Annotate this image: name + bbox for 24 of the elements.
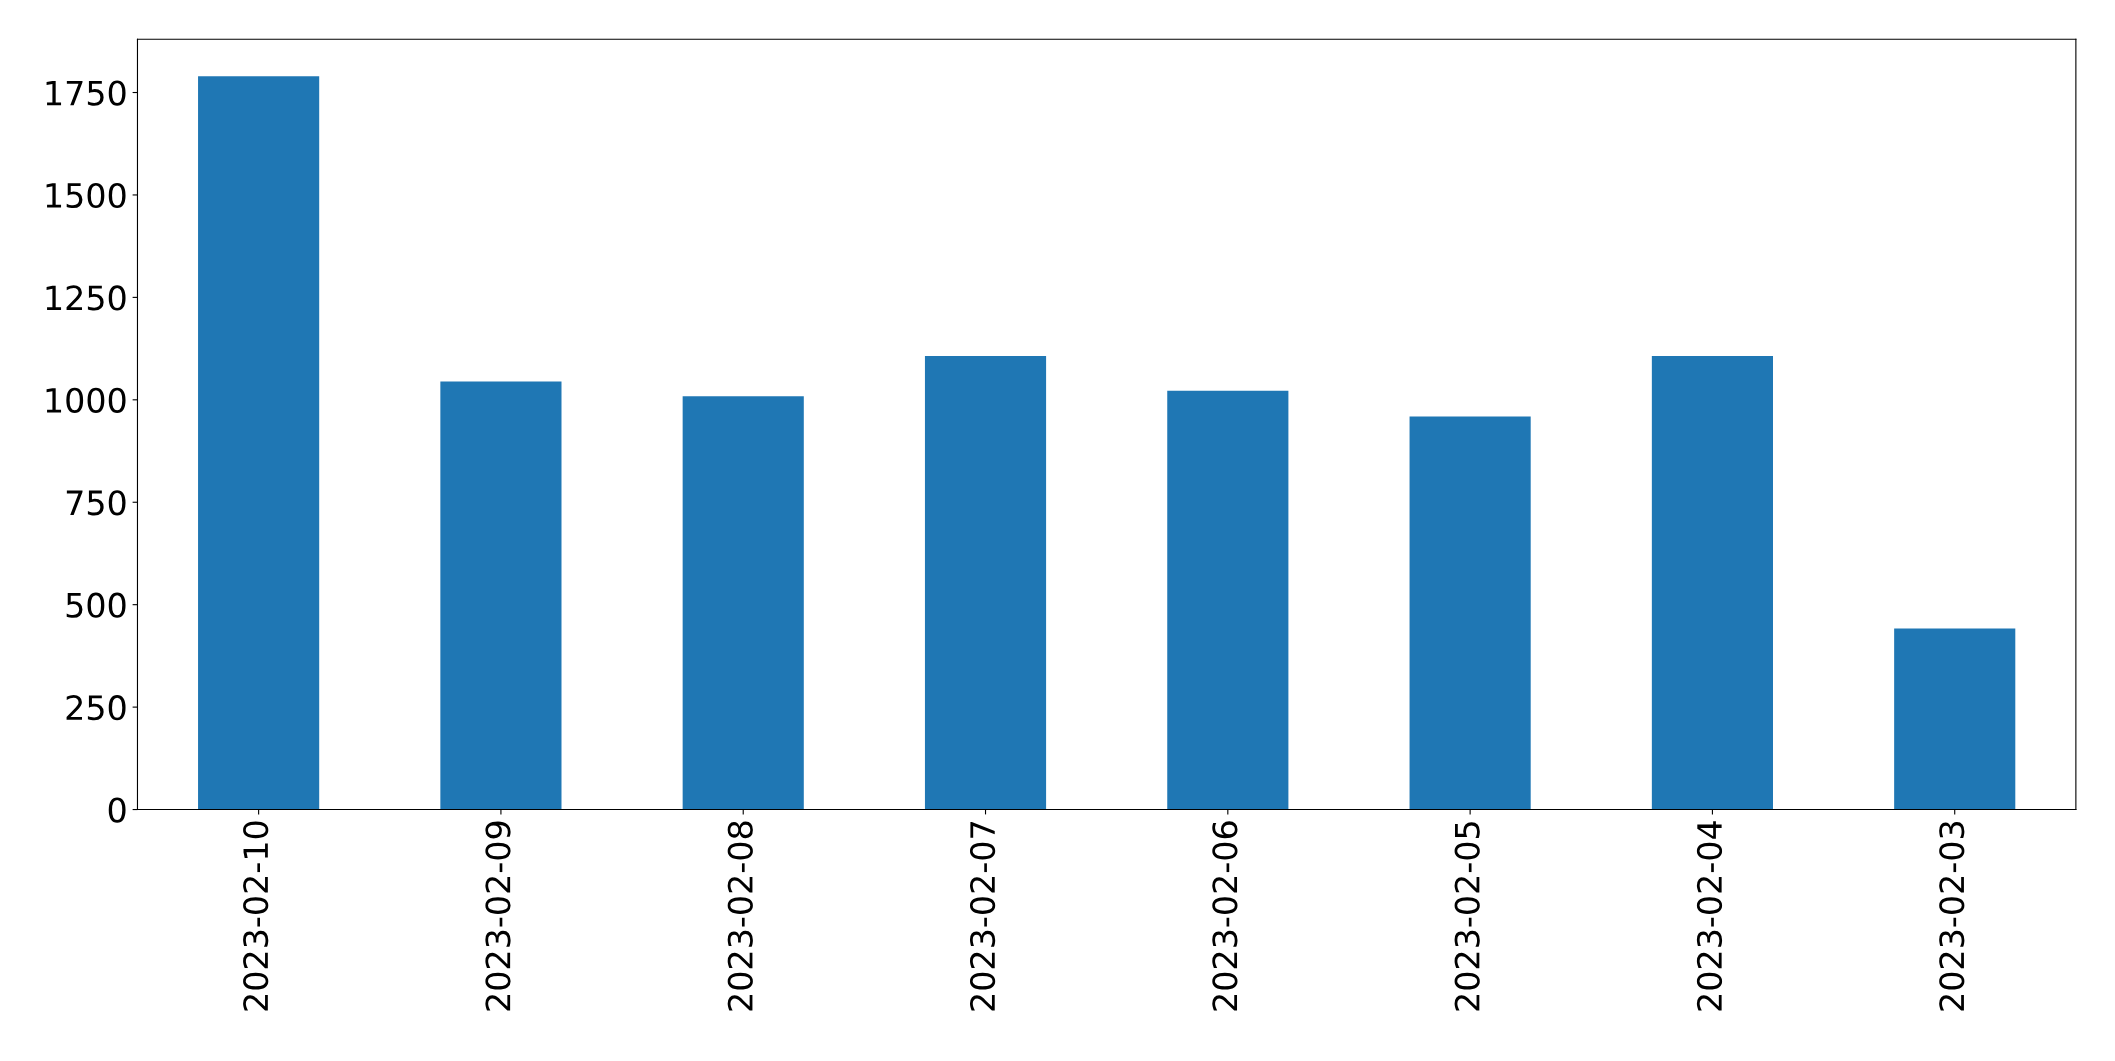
bar	[1651, 355, 1773, 810]
y-tick-label: 500	[66, 592, 126, 618]
bar	[924, 355, 1047, 810]
x-tick-label: 2023-02-03	[1939, 821, 1965, 1011]
bar	[1894, 628, 2016, 810]
y-tick-label: 0	[108, 797, 126, 823]
y-tick-label: 1750	[46, 80, 126, 106]
x-tick-label: 2023-02-04	[1696, 821, 1723, 1011]
x-tick-label: 2023-02-07	[969, 822, 996, 1011]
y-tick-label: 750	[66, 490, 126, 516]
y-tick-label: 1250	[46, 285, 126, 311]
y-tick-label: 250	[66, 695, 126, 721]
bar	[198, 76, 320, 810]
x-tick-label: 2023-02-08	[727, 821, 753, 1011]
bar	[440, 381, 562, 810]
x-tick-label: 2023-02-05	[1454, 822, 1480, 1011]
y-tick-label: 1000	[46, 387, 126, 413]
x-tick-label: 2023-02-10	[243, 821, 269, 1011]
bar	[1409, 416, 1531, 810]
x-tick-label: 2023-02-09	[485, 821, 511, 1011]
bar	[682, 396, 804, 810]
y-tick-label: 1500	[46, 182, 126, 209]
bar	[1167, 390, 1289, 810]
x-tick-label: 2023-02-06	[1212, 821, 1238, 1011]
